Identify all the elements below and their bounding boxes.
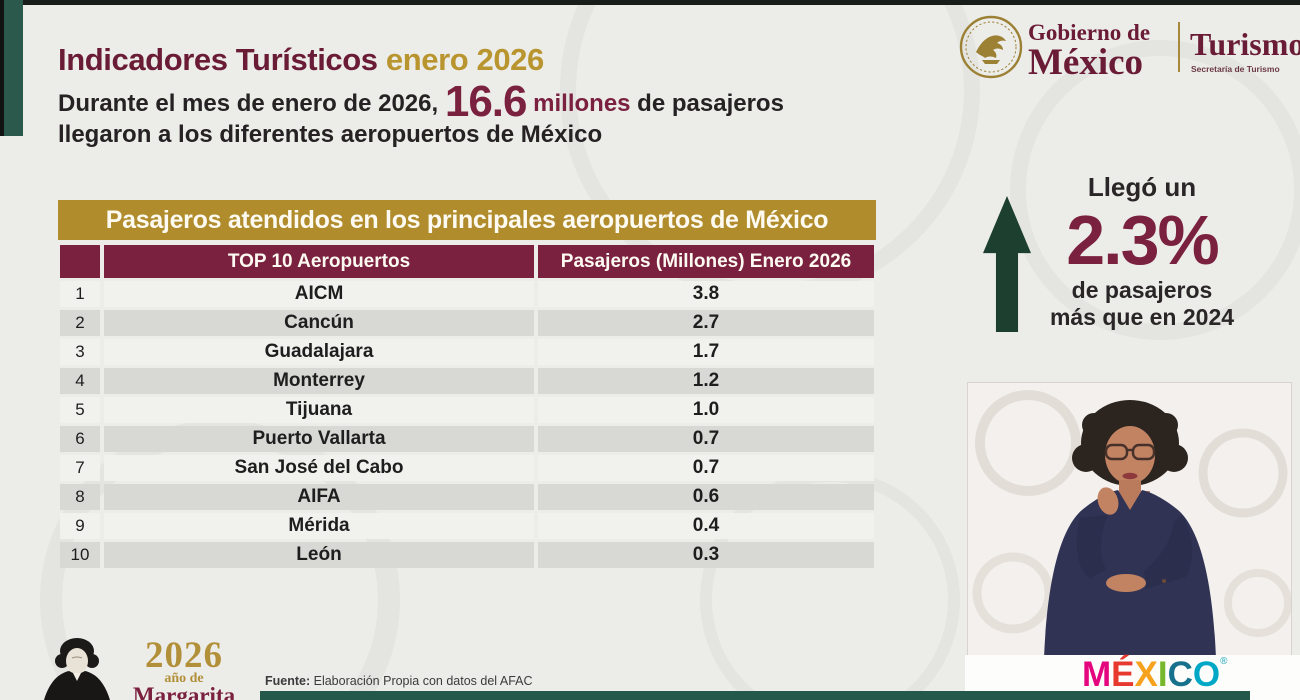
registered-mark: ® <box>1220 656 1228 667</box>
page-title: Indicadores Turísticos enero 2026 <box>58 42 544 78</box>
table-row: 5 Tijuana 1.0 <box>60 397 874 423</box>
rank-cell: 8 <box>60 484 100 510</box>
airport-cell: AIFA <box>104 484 534 510</box>
rank-cell: 3 <box>60 339 100 365</box>
col-passengers-header: Pasajeros (Millones) Enero 2026 <box>538 245 874 278</box>
value-cell: 2.7 <box>538 310 874 336</box>
mexico-logo-letter: É <box>1111 655 1135 694</box>
value-cell: 0.4 <box>538 513 874 539</box>
rank-cell: 1 <box>60 281 100 307</box>
value-cell: 0.6 <box>538 484 874 510</box>
source-text: Elaboración Propia con datos del AFAC <box>310 674 533 688</box>
airport-cell: Mérida <box>104 513 534 539</box>
subtitle-prefix: Durante el mes de enero de 2026, <box>58 90 445 117</box>
table-row: 10 León 0.3 <box>60 542 874 568</box>
airport-table-body: 1 AICM 3.8 2 Cancún 2.7 3 Guadalajara 1.… <box>60 281 874 568</box>
mexico-eagle-seal-icon <box>959 15 1023 79</box>
source-label: Fuente: <box>265 674 311 688</box>
airport-cell: Puerto Vallarta <box>104 426 534 452</box>
gov-logo-line1: Gobierno de <box>1028 20 1151 45</box>
footer-year-sub1: año de <box>164 671 204 686</box>
value-cell: 0.7 <box>538 455 874 481</box>
mexico-logo-letter: O <box>1192 655 1221 694</box>
footer-year: 2026 <box>145 635 223 676</box>
table-row: 3 Guadalajara 1.7 <box>60 339 874 365</box>
subtitle-highlight-number: 16.6 <box>444 77 528 126</box>
government-logo-block: Gobierno de México Turismo Secretaría de… <box>950 8 1300 92</box>
airport-cell: Guadalajara <box>104 339 534 365</box>
table-header-row: TOP 10 Aeropuertos Pasajeros (Millones) … <box>60 245 874 278</box>
table-row: 9 Mérida 0.4 <box>60 513 874 539</box>
value-cell: 0.7 <box>538 426 874 452</box>
top-edge-bar <box>0 0 1300 5</box>
airport-cell: Cancún <box>104 310 534 336</box>
growth-stat-line2: de pasajeros <box>1071 277 1213 303</box>
interpreter-illustration <box>968 383 1292 659</box>
rank-cell: 4 <box>60 368 100 394</box>
value-cell: 1.2 <box>538 368 874 394</box>
col-airport-header: TOP 10 Aeropuertos <box>104 245 534 278</box>
footer-year-sub2: Margarita <box>132 683 236 700</box>
growth-stat-value: 2.3% <box>1066 201 1220 279</box>
table-row: 8 AIFA 0.6 <box>60 484 874 510</box>
mexico-logo-letter: C <box>1167 655 1193 694</box>
bottom-green-bar <box>260 691 1250 700</box>
col-rank-header <box>60 245 100 278</box>
page-title-main: Indicadores Turísticos <box>58 42 386 77</box>
value-cell: 1.0 <box>538 397 874 423</box>
rank-cell: 6 <box>60 426 100 452</box>
gov-logo-divider <box>1178 22 1180 72</box>
airport-cell: AICM <box>104 281 534 307</box>
subtitle-unit: millones <box>526 90 631 117</box>
airport-cell: Monterrey <box>104 368 534 394</box>
sign-language-interpreter-video <box>967 382 1292 660</box>
value-cell: 1.7 <box>538 339 874 365</box>
left-green-stripe <box>0 0 23 136</box>
growth-stat-intro: Llegó un <box>1087 172 1197 202</box>
table-row: 4 Monterrey 1.2 <box>60 368 874 394</box>
mexico-logo: MÉXICO® <box>1082 655 1228 695</box>
rank-cell: 7 <box>60 455 100 481</box>
airport-cell: León <box>104 542 534 568</box>
gov-department-subtitle: Secretaría de Turismo <box>1191 64 1280 74</box>
margarita-portrait <box>44 638 110 700</box>
rank-cell: 5 <box>60 397 100 423</box>
mexico-logo-letter: I <box>1157 655 1168 694</box>
page-title-accent: enero 2026 <box>385 42 544 77</box>
growth-stat-block: Llegó un 2.3% de pasajeros más que en 20… <box>1032 172 1252 331</box>
gov-logo-line2: México <box>1028 42 1144 83</box>
table-row: 1 AICM 3.8 <box>60 281 874 307</box>
table-title-banner: Pasajeros atendidos en los principales a… <box>58 200 876 240</box>
mexico-logo-letter: M <box>1082 655 1112 694</box>
airports-table: TOP 10 Aeropuertos Pasajeros (Millones) … <box>56 242 878 571</box>
subtitle: Durante el mes de enero de 2026, 16.6 mi… <box>58 80 823 150</box>
value-cell: 3.8 <box>538 281 874 307</box>
table-row: 2 Cancún 2.7 <box>60 310 874 336</box>
growth-stat-line3: más que en 2024 <box>1049 304 1235 330</box>
value-cell: 0.3 <box>538 542 874 568</box>
rank-cell: 10 <box>60 542 100 568</box>
table-row: 6 Puerto Vallarta 0.7 <box>60 426 874 452</box>
airport-cell: Tijuana <box>104 397 534 423</box>
rank-cell: 9 <box>60 513 100 539</box>
subtitle-suffix: de pasajeros llegaron a los diferentes a… <box>58 90 784 148</box>
table-row: 7 San José del Cabo 0.7 <box>60 455 874 481</box>
gov-department-name: Turismo <box>1190 26 1300 62</box>
source-note: Fuente: Elaboración Propia con datos del… <box>265 674 533 688</box>
rank-cell: 2 <box>60 310 100 336</box>
airport-cell: San José del Cabo <box>104 455 534 481</box>
mexico-logo-letter: X <box>1134 655 1158 694</box>
